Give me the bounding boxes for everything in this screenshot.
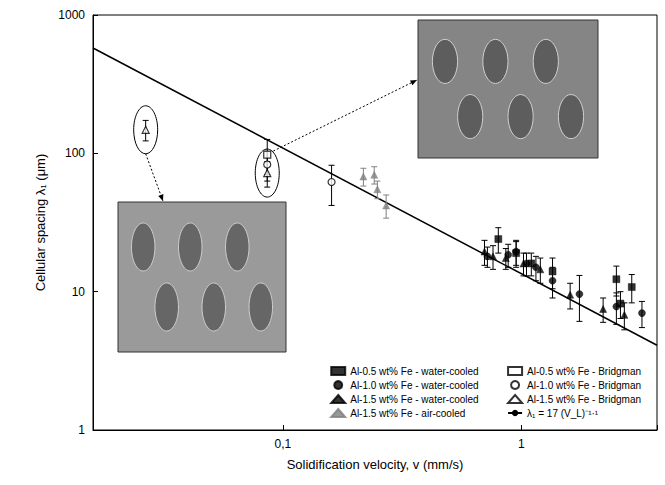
svg-text:Solidification velocity, v (mm: Solidification velocity, v (mm/s)	[287, 457, 464, 472]
svg-text:100: 100	[65, 146, 85, 160]
svg-text:Al-1.5 wt% Fe - air-cooled: Al-1.5 wt% Fe - air-cooled	[350, 408, 465, 419]
svg-text:1: 1	[78, 423, 85, 437]
svg-text:1000: 1000	[58, 8, 85, 22]
svg-text:Al-0.5 wt% Fe - Bridgman: Al-0.5 wt% Fe - Bridgman	[527, 366, 641, 377]
svg-text:Al-0.5 wt% Fe - water-cooled: Al-0.5 wt% Fe - water-cooled	[350, 366, 478, 377]
svg-text:0,1: 0,1	[275, 437, 292, 451]
svg-text:Al-1.5 wt% Fe - Bridgman: Al-1.5 wt% Fe - Bridgman	[527, 394, 641, 405]
svg-text:Al-1.5 wt% Fe - water-cooled: Al-1.5 wt% Fe - water-cooled	[350, 394, 478, 405]
svg-text:λ₁ = 17 (V_L)⁻¹·¹: λ₁ = 17 (V_L)⁻¹·¹	[527, 408, 599, 419]
svg-text:1: 1	[518, 437, 525, 451]
svg-text:Cellular spacing λ₁ (μm): Cellular spacing λ₁ (μm)	[33, 154, 48, 292]
svg-text:10: 10	[72, 285, 86, 299]
svg-text:Al-1.0 wt% Fe - water-cooled: Al-1.0 wt% Fe - water-cooled	[350, 380, 478, 391]
svg-text:Al-1.0 wt% Fe - Bridgman: Al-1.0 wt% Fe - Bridgman	[527, 380, 641, 391]
